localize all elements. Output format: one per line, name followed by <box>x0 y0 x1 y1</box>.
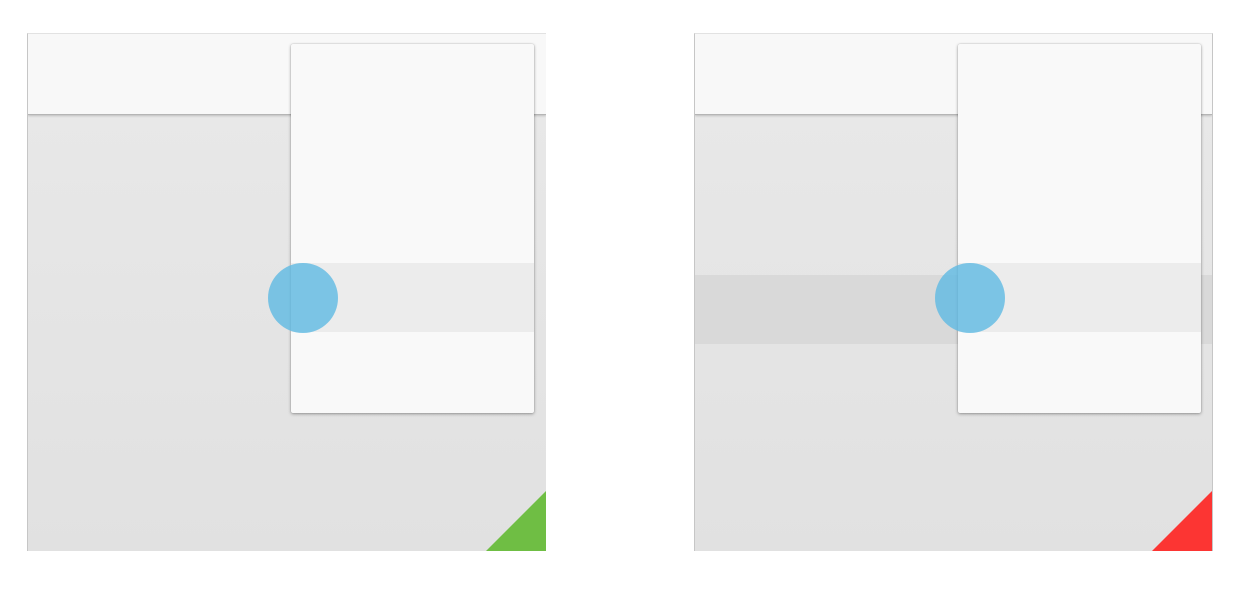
popup-menu <box>958 44 1201 413</box>
touch-point-icon <box>935 263 1005 333</box>
popup-menu <box>291 44 534 413</box>
panel-left <box>27 33 546 551</box>
panel-right <box>694 33 1213 551</box>
touch-point-icon <box>268 263 338 333</box>
status-triangle-icon <box>1152 491 1212 551</box>
status-triangle-icon <box>486 491 546 551</box>
